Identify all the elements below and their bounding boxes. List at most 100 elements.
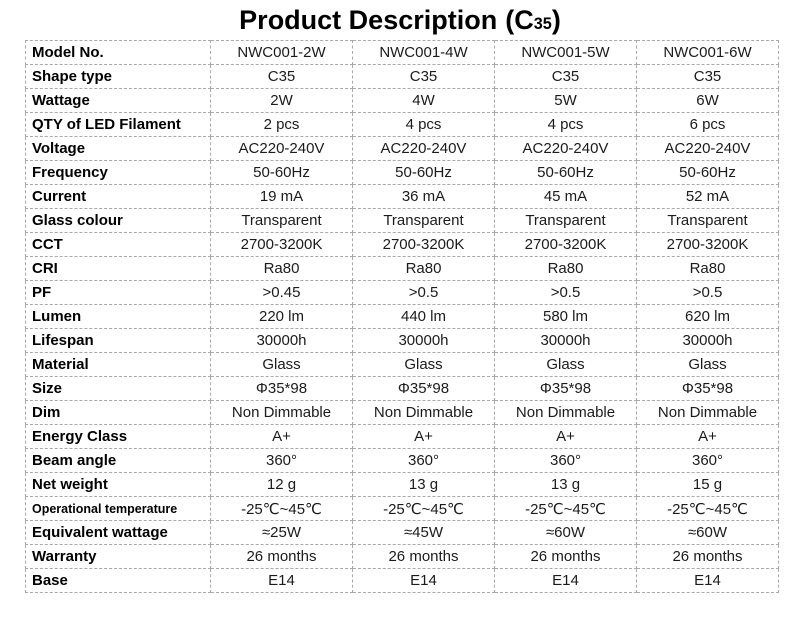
table-row: Voltage AC220-240V AC220-240V AC220-240V AC2… xyxy=(25,136,779,161)
spec-cell: 36 mA xyxy=(352,184,495,209)
spec-cell: Φ35*98 xyxy=(636,376,779,401)
row-label: Wattage xyxy=(25,88,211,113)
spec-cell: 50-60Hz xyxy=(352,160,495,185)
spec-cell: 26 months xyxy=(352,544,495,569)
spec-cell: Ra80 xyxy=(210,256,353,281)
table-row: Warranty 26 months 26 months 26 months 26 mo… xyxy=(25,544,779,569)
spec-cell: AC220-240V xyxy=(494,136,637,161)
table-row: Frequency 50-60Hz 50-60Hz 50-60Hz 50-60Hz xyxy=(25,160,779,185)
table-row: CRI Ra80 Ra80 Ra80 Ra80 xyxy=(25,256,779,281)
row-label: Shape type xyxy=(25,64,211,89)
spec-cell: 440 lm xyxy=(352,304,495,329)
table-row: Shape type C35 C35 C35 C35 xyxy=(25,64,779,89)
spec-cell: Non Dimmable xyxy=(636,400,779,425)
table-row: Lifespan 30000h 30000h 30000h 30000h xyxy=(25,328,779,353)
spec-cell: 26 months xyxy=(636,544,779,569)
spec-cell: -25℃~45℃ xyxy=(494,496,637,521)
spec-cell: 30000h xyxy=(636,328,779,353)
spec-cell: 360° xyxy=(636,448,779,473)
model-code-sub: 35 xyxy=(533,15,552,33)
row-label: Glass colour xyxy=(25,208,211,233)
table-row: PF >0.45 >0.5 >0.5 >0.5 xyxy=(25,280,779,305)
spec-cell: Glass xyxy=(210,352,353,377)
row-label: CRI xyxy=(25,256,211,281)
table-row: Net weight 12 g 13 g 13 g 15 g xyxy=(25,472,779,497)
page-title: Product Description (C35) xyxy=(0,3,800,37)
spec-cell: NWC001-5W xyxy=(494,40,637,65)
spec-cell: 4 pcs xyxy=(494,112,637,137)
spec-cell: 30000h xyxy=(352,328,495,353)
spec-cell: 4W xyxy=(352,88,495,113)
row-label: Material xyxy=(25,352,211,377)
spec-cell: 220 lm xyxy=(210,304,353,329)
table-row: Material Glass Glass Glass Glass xyxy=(25,352,779,377)
page-title-text: Product Description xyxy=(239,5,498,35)
spec-cell: >0.5 xyxy=(636,280,779,305)
spec-cell: 13 g xyxy=(352,472,495,497)
spec-cell: Transparent xyxy=(494,208,637,233)
spec-cell: A+ xyxy=(636,424,779,449)
spec-cell: 360° xyxy=(210,448,353,473)
spec-cell: C35 xyxy=(494,64,637,89)
row-label: Current xyxy=(25,184,211,209)
spec-cell: Φ35*98 xyxy=(352,376,495,401)
spec-cell: 50-60Hz xyxy=(210,160,353,185)
spec-cell: Glass xyxy=(494,352,637,377)
spec-cell: Non Dimmable xyxy=(494,400,637,425)
table-row: Lumen 220 lm 440 lm 580 lm 620 lm xyxy=(25,304,779,329)
spec-cell: E14 xyxy=(636,568,779,593)
spec-cell: 2W xyxy=(210,88,353,113)
table-row: CCT 2700-3200K 2700-3200K 2700-3200K 2700-32… xyxy=(25,232,779,257)
spec-cell: 4 pcs xyxy=(352,112,495,137)
spec-cell: -25℃~45℃ xyxy=(636,496,779,521)
spec-cell: Non Dimmable xyxy=(210,400,353,425)
spec-cell: 2700-3200K xyxy=(636,232,779,257)
row-label: PF xyxy=(25,280,211,305)
table-row: Dim Non Dimmable Non Dimmable Non Dimmable N… xyxy=(25,400,779,425)
row-label: QTY of LED Filament xyxy=(25,112,211,137)
spec-cell: AC220-240V xyxy=(636,136,779,161)
spec-cell: 360° xyxy=(494,448,637,473)
spec-cell: Φ35*98 xyxy=(494,376,637,401)
spec-cell: NWC001-6W xyxy=(636,40,779,65)
spec-cell: ≈60W xyxy=(494,520,637,545)
spec-cell: 580 lm xyxy=(494,304,637,329)
table-row: Wattage 2W 4W 5W 6W xyxy=(25,88,779,113)
spec-cell: 13 g xyxy=(494,472,637,497)
spec-cell: E14 xyxy=(210,568,353,593)
spec-cell: 26 months xyxy=(210,544,353,569)
spec-cell: 6W xyxy=(636,88,779,113)
spec-cell: -25℃~45℃ xyxy=(210,496,353,521)
spec-cell: 2 pcs xyxy=(210,112,353,137)
row-label: Frequency xyxy=(25,160,211,185)
spec-cell: Non Dimmable xyxy=(352,400,495,425)
table-row: Current 19 mA 36 mA 45 mA 52 mA xyxy=(25,184,779,209)
spec-cell: 2700-3200K xyxy=(352,232,495,257)
row-label: Base xyxy=(25,568,211,593)
spec-cell: 50-60Hz xyxy=(636,160,779,185)
spec-cell: Transparent xyxy=(636,208,779,233)
spec-cell: E14 xyxy=(494,568,637,593)
row-label: Size xyxy=(25,376,211,401)
row-label: Model No. xyxy=(25,40,211,65)
row-label: Warranty xyxy=(25,544,211,569)
spec-table: Model No. NWC001-2W NWC001-4W NWC001-5W NWC0… xyxy=(25,40,779,593)
spec-cell: 15 g xyxy=(636,472,779,497)
spec-cell: 45 mA xyxy=(494,184,637,209)
spec-cell: Φ35*98 xyxy=(210,376,353,401)
spec-cell: 5W xyxy=(494,88,637,113)
spec-cell: ≈45W xyxy=(352,520,495,545)
spec-cell: ≈25W xyxy=(210,520,353,545)
spec-cell: 19 mA xyxy=(210,184,353,209)
spec-cell: >0.45 xyxy=(210,280,353,305)
spec-cell: 30000h xyxy=(210,328,353,353)
spec-cell: NWC001-2W xyxy=(210,40,353,65)
spec-cell: Glass xyxy=(636,352,779,377)
spec-cell: -25℃~45℃ xyxy=(352,496,495,521)
row-label: Energy Class xyxy=(25,424,211,449)
spec-cell: 6 pcs xyxy=(636,112,779,137)
spec-cell: Glass xyxy=(352,352,495,377)
spec-table-body: Model No. NWC001-2W NWC001-4W NWC001-5W NWC0… xyxy=(25,40,779,593)
spec-cell: A+ xyxy=(210,424,353,449)
